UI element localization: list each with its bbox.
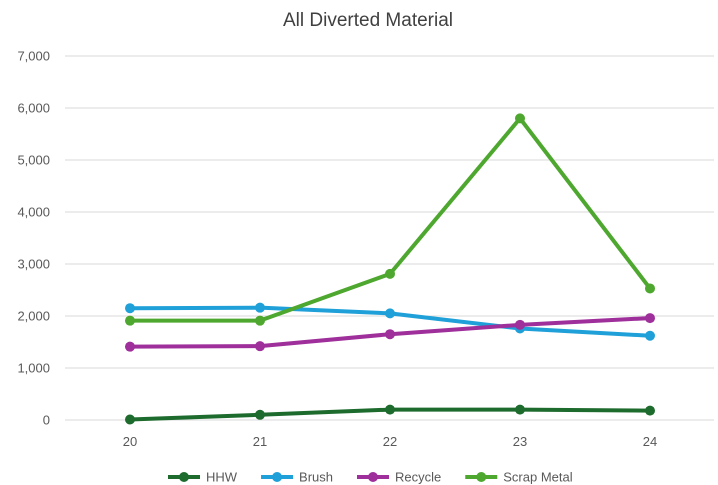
legend-swatch-marker [368,472,379,482]
x-tick-label: 24 [643,434,657,449]
data-point-hhw [515,404,525,415]
series-hhw [125,404,655,425]
y-tick-label: 3,000 [17,257,50,272]
series-brush [125,302,655,341]
legend-label: Recycle [395,470,441,485]
data-point-brush [125,303,135,314]
x-tick-label: 21 [253,434,267,449]
y-tick-label: 2,000 [17,309,50,324]
series-lines [125,113,655,425]
data-point-recycle [385,329,395,340]
data-point-brush [385,308,395,319]
gridlines [65,55,714,421]
y-tick-label: 6,000 [17,101,50,116]
y-axis-tick-labels: 0 1,000 2,000 3,000 4,000 5,000 6,000 7,000 [17,49,50,428]
data-point-scrap-metal [645,283,655,294]
legend-item-brush: Brush [261,470,333,485]
legend-swatch-marker [476,472,487,482]
legend: HHW Brush Recycle Scrap Metal [168,470,573,485]
data-point-brush [645,330,655,341]
legend-label: HHW [206,470,238,485]
data-point-hhw [125,414,135,425]
legend-item-scrap-metal: Scrap Metal [465,470,573,485]
legend-label: Scrap Metal [503,470,572,485]
series-recycle [125,313,655,352]
x-tick-label: 22 [383,434,397,449]
data-point-scrap-metal [385,268,395,279]
y-tick-label: 0 [43,413,50,428]
y-tick-label: 4,000 [17,205,50,220]
data-point-scrap-metal [515,113,525,124]
x-tick-label: 20 [123,434,137,449]
chart-title: All Diverted Material [283,10,453,31]
legend-swatch-marker [179,472,189,482]
data-point-recycle [515,319,525,330]
legend-label: Brush [299,470,333,485]
data-point-scrap-metal [125,315,135,326]
data-point-hhw [385,404,395,415]
data-point-recycle [255,341,265,352]
y-tick-label: 1,000 [17,361,50,376]
series-scrap-metal [125,113,655,326]
data-point-brush [255,302,265,313]
legend-swatch-marker [272,472,283,482]
x-axis-tick-labels: 20 21 22 23 24 [123,434,657,449]
y-tick-label: 7,000 [17,49,50,64]
legend-item-recycle: Recycle [357,470,441,485]
data-point-recycle [125,341,135,352]
data-point-scrap-metal [255,315,265,326]
y-tick-label: 5,000 [17,153,50,168]
data-point-hhw [255,409,265,420]
data-point-recycle [645,313,655,324]
x-tick-label: 23 [513,434,527,449]
data-point-hhw [645,405,655,416]
legend-item-hhw: HHW [168,470,238,485]
series-line-scrap-metal [128,116,652,323]
